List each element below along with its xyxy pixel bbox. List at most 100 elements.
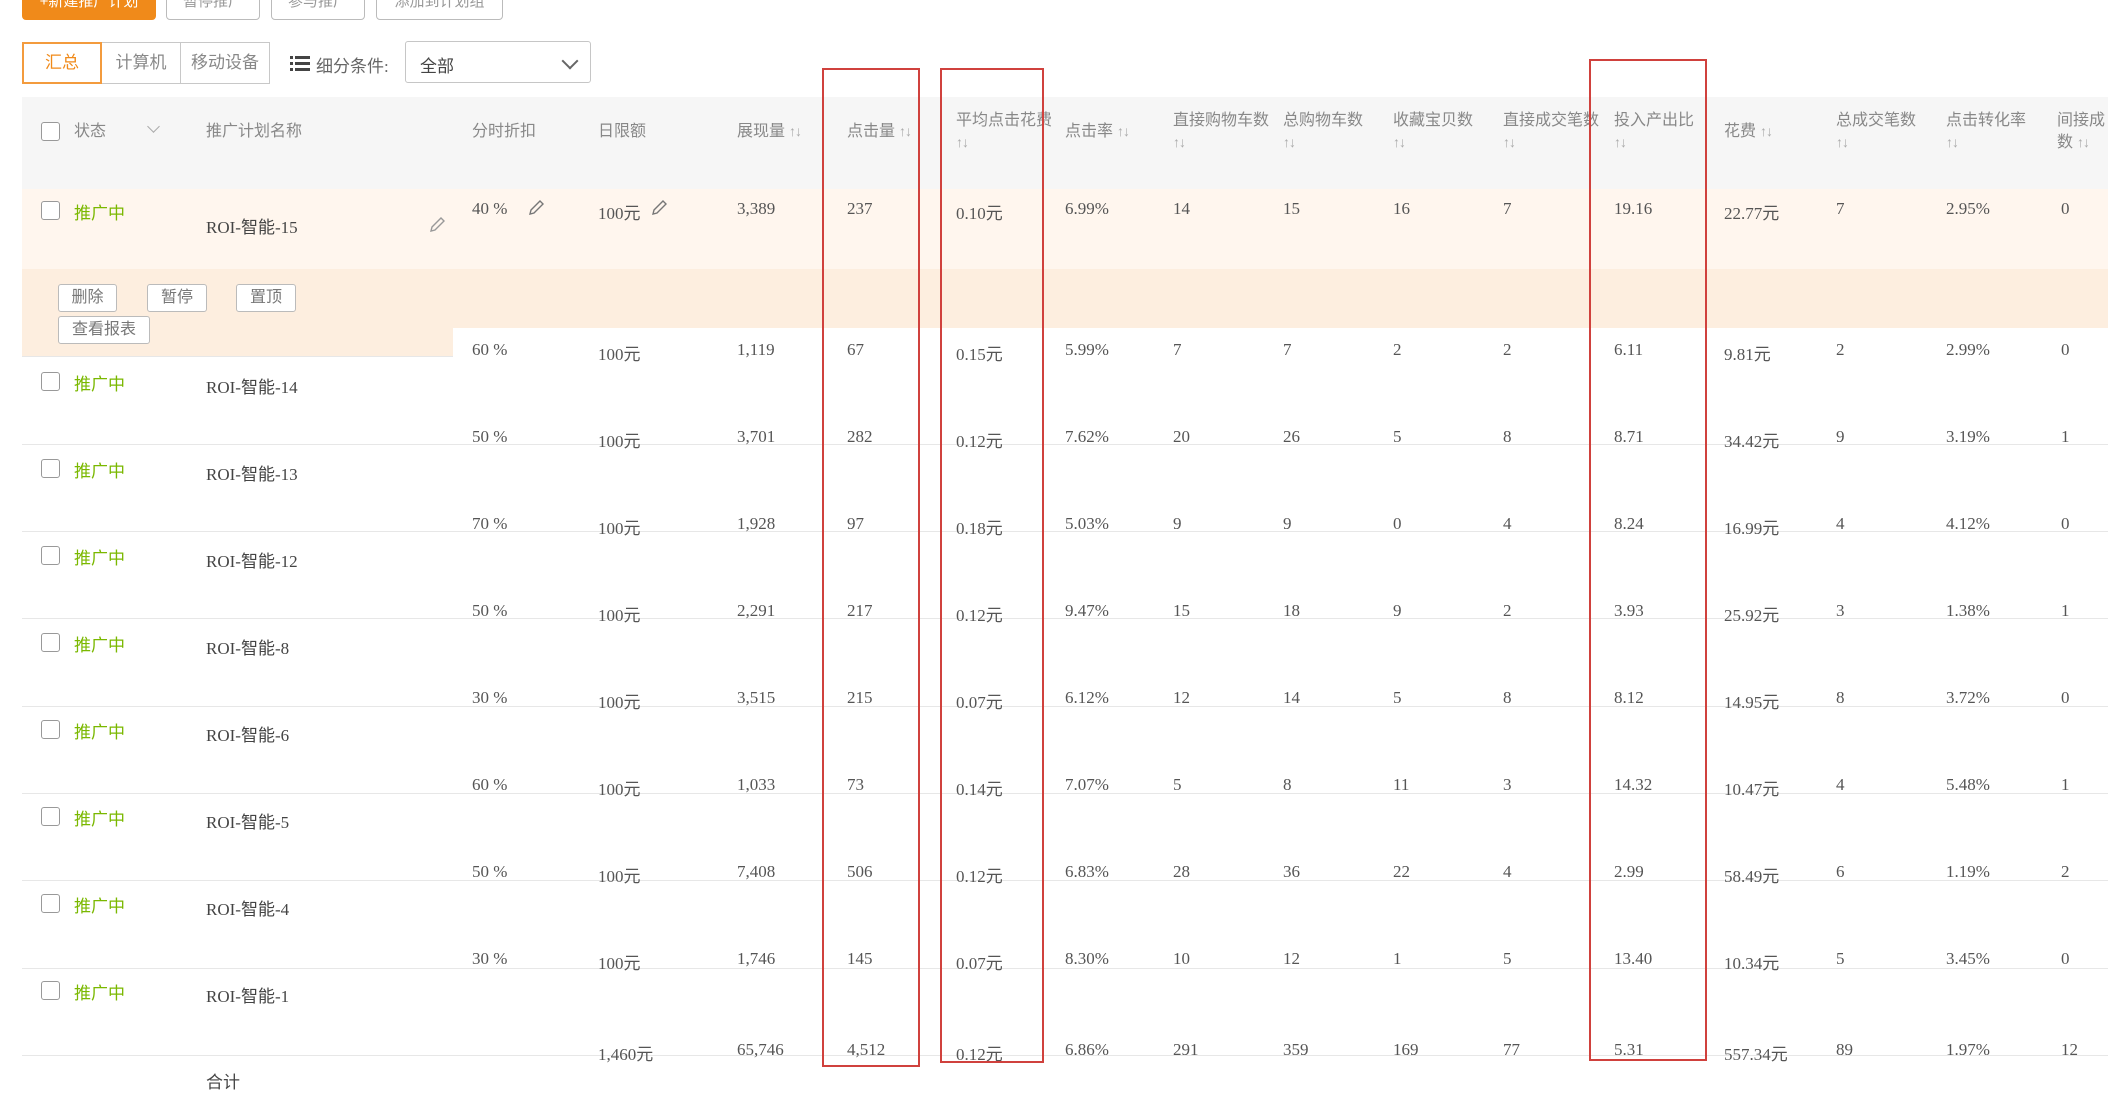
plan-name[interactable]: ROI-智能-4 (206, 900, 290, 919)
sort-icon[interactable]: ↑↓ (1117, 125, 1130, 140)
cell-total-deals: 6 (1836, 862, 1845, 881)
plan-name[interactable]: ROI-智能-1 (206, 987, 290, 1006)
col-impressions[interactable]: 展现量 ↑↓ (737, 123, 802, 140)
sort-icon[interactable]: ↑↓ (956, 136, 969, 151)
cell-impressions: 3,515 (737, 688, 776, 707)
filter-select-value: 全部 (420, 57, 454, 76)
cell-fav: 5 (1393, 688, 1402, 707)
col-status[interactable]: 状态 (74, 123, 107, 140)
cell-clicks: 215 (847, 688, 873, 707)
cell-spend: 22.77元 (1724, 204, 1780, 223)
view-report-button[interactable]: 查看报表 (58, 316, 150, 344)
row-checkbox[interactable] (41, 633, 60, 652)
cell-avg-cpc: 0.15元 (956, 345, 1003, 364)
total-roi: 5.31 (1614, 1040, 1644, 1059)
col-indirect[interactable]: 间接成数 ↑↓ (2057, 112, 2106, 151)
col-direct-deals[interactable]: 直接成交笔数 ↑↓ (1503, 112, 1600, 151)
cell-roi: 8.12 (1614, 688, 1644, 707)
cell-total-cart: 14 (1283, 688, 1300, 707)
cell-fav: 9 (1393, 601, 1402, 620)
tab-mobile[interactable]: 移动设备 (180, 42, 270, 84)
cell-cvr: 2.99% (1946, 340, 1990, 359)
col-direct-cart[interactable]: 直接购物车数 ↑↓ (1173, 112, 1270, 151)
plan-name[interactable]: ROI-智能-8 (206, 639, 290, 658)
cell-indirect: 0 (2061, 949, 2070, 968)
participate-button[interactable]: 参与推广 (271, 0, 365, 20)
cell-total-deals: 7 (1836, 199, 1845, 218)
col-total-cart[interactable]: 总购物车数 ↑↓ (1283, 112, 1364, 151)
pin-top-button[interactable]: 置顶 (236, 284, 296, 312)
plan-name[interactable]: ROI-智能-12 (206, 552, 298, 571)
pencil-icon[interactable] (650, 199, 668, 217)
cell-ctr: 6.12% (1065, 688, 1109, 707)
sort-icon[interactable]: ↑↓ (1760, 125, 1773, 140)
cell-roi: 19.16 (1614, 199, 1653, 218)
row-checkbox[interactable] (41, 720, 60, 739)
col-avg-cpc[interactable]: 平均点击花费 ↑↓ (956, 112, 1053, 151)
total-indirect: 12 (2061, 1040, 2078, 1059)
total-avg-cpc: 0.12元 (956, 1045, 1003, 1064)
sort-icon[interactable]: ↑↓ (1393, 136, 1406, 151)
tab-summary[interactable]: 汇总 (22, 42, 102, 84)
sort-icon[interactable]: ↑↓ (1836, 136, 1849, 151)
row-checkbox[interactable] (41, 459, 60, 478)
row-checkbox[interactable] (41, 894, 60, 913)
sort-icon[interactable]: ↑↓ (2077, 136, 2090, 151)
cell-direct-cart: 12 (1173, 688, 1190, 707)
tab-computer[interactable]: 计算机 (101, 42, 181, 84)
cell-clicks: 237 (847, 199, 873, 218)
cell-ctr: 6.99% (1065, 199, 1109, 218)
col-total-deals[interactable]: 总成交笔数 ↑↓ (1836, 112, 1917, 151)
cell-direct-cart: 14 (1173, 199, 1190, 218)
col-clicks[interactable]: 点击量 ↑↓ (847, 123, 912, 140)
pencil-icon[interactable] (527, 199, 545, 217)
row-checkbox[interactable] (41, 981, 60, 1000)
cell-roi: 2.99 (1614, 862, 1644, 881)
cell-total-cart: 12 (1283, 949, 1300, 968)
col-ctr[interactable]: 点击率 ↑↓ (1065, 123, 1130, 140)
cell-roi: 13.40 (1614, 949, 1653, 968)
cell-cvr: 3.45% (1946, 949, 1990, 968)
row-actions-strip (22, 269, 2108, 328)
col-discount: 分时折扣 (472, 123, 537, 140)
add-to-group-button[interactable]: 添加到计划组 (376, 0, 503, 20)
cell-impressions: 1,033 (737, 775, 776, 794)
pencil-icon[interactable] (428, 216, 446, 234)
cell-indirect: 1 (2061, 601, 2070, 620)
row-checkbox[interactable] (41, 201, 60, 220)
cell-budget: 100元 (598, 954, 641, 973)
pause-row-button[interactable]: 暂停 (147, 284, 207, 312)
highlight-box-clicks (822, 68, 920, 1067)
plan-name[interactable]: ROI-智能-14 (206, 378, 298, 397)
pause-button[interactable]: 暂停推广 (166, 0, 260, 20)
sort-icon[interactable]: ↑↓ (899, 125, 912, 140)
col-cvr[interactable]: 点击转化率 ↑↓ (1946, 112, 2027, 151)
col-fav[interactable]: 收藏宝贝数 ↑↓ (1393, 112, 1474, 151)
sort-icon[interactable]: ↑↓ (1614, 136, 1627, 151)
new-plan-button[interactable]: +新建推广计划 (22, 0, 156, 20)
cell-cvr: 3.19% (1946, 427, 1990, 446)
cell-impressions: 7,408 (737, 862, 776, 881)
select-all-checkbox[interactable] (41, 122, 60, 141)
col-spend[interactable]: 花费 ↑↓ (1724, 123, 1773, 140)
row-checkbox[interactable] (41, 546, 60, 565)
sort-icon[interactable]: ↑↓ (1283, 136, 1296, 151)
row-checkbox[interactable] (41, 372, 60, 391)
filter-select[interactable]: 全部 (405, 41, 591, 83)
plan-name[interactable]: ROI-智能-5 (206, 813, 290, 832)
row-checkbox[interactable] (41, 807, 60, 826)
sort-icon[interactable]: ↑↓ (1503, 136, 1516, 151)
cell-fav: 22 (1393, 862, 1410, 881)
cell-roi: 8.24 (1614, 514, 1644, 533)
plan-name[interactable]: ROI-智能-6 (206, 726, 290, 745)
col-roi[interactable]: 投入产出比 ↑↓ (1614, 112, 1695, 151)
sort-icon[interactable]: ↑↓ (1173, 136, 1186, 151)
sort-icon[interactable]: ↑↓ (1946, 136, 1959, 151)
cell-direct-deals: 8 (1503, 688, 1512, 707)
cell-cvr: 4.12% (1946, 514, 1990, 533)
plan-name[interactable]: ROI-智能-13 (206, 465, 298, 484)
delete-button[interactable]: 删除 (58, 284, 117, 312)
cell-spend: 10.34元 (1724, 954, 1780, 973)
sort-icon[interactable]: ↑↓ (789, 125, 802, 140)
plan-name[interactable]: ROI-智能-15 (206, 218, 298, 237)
